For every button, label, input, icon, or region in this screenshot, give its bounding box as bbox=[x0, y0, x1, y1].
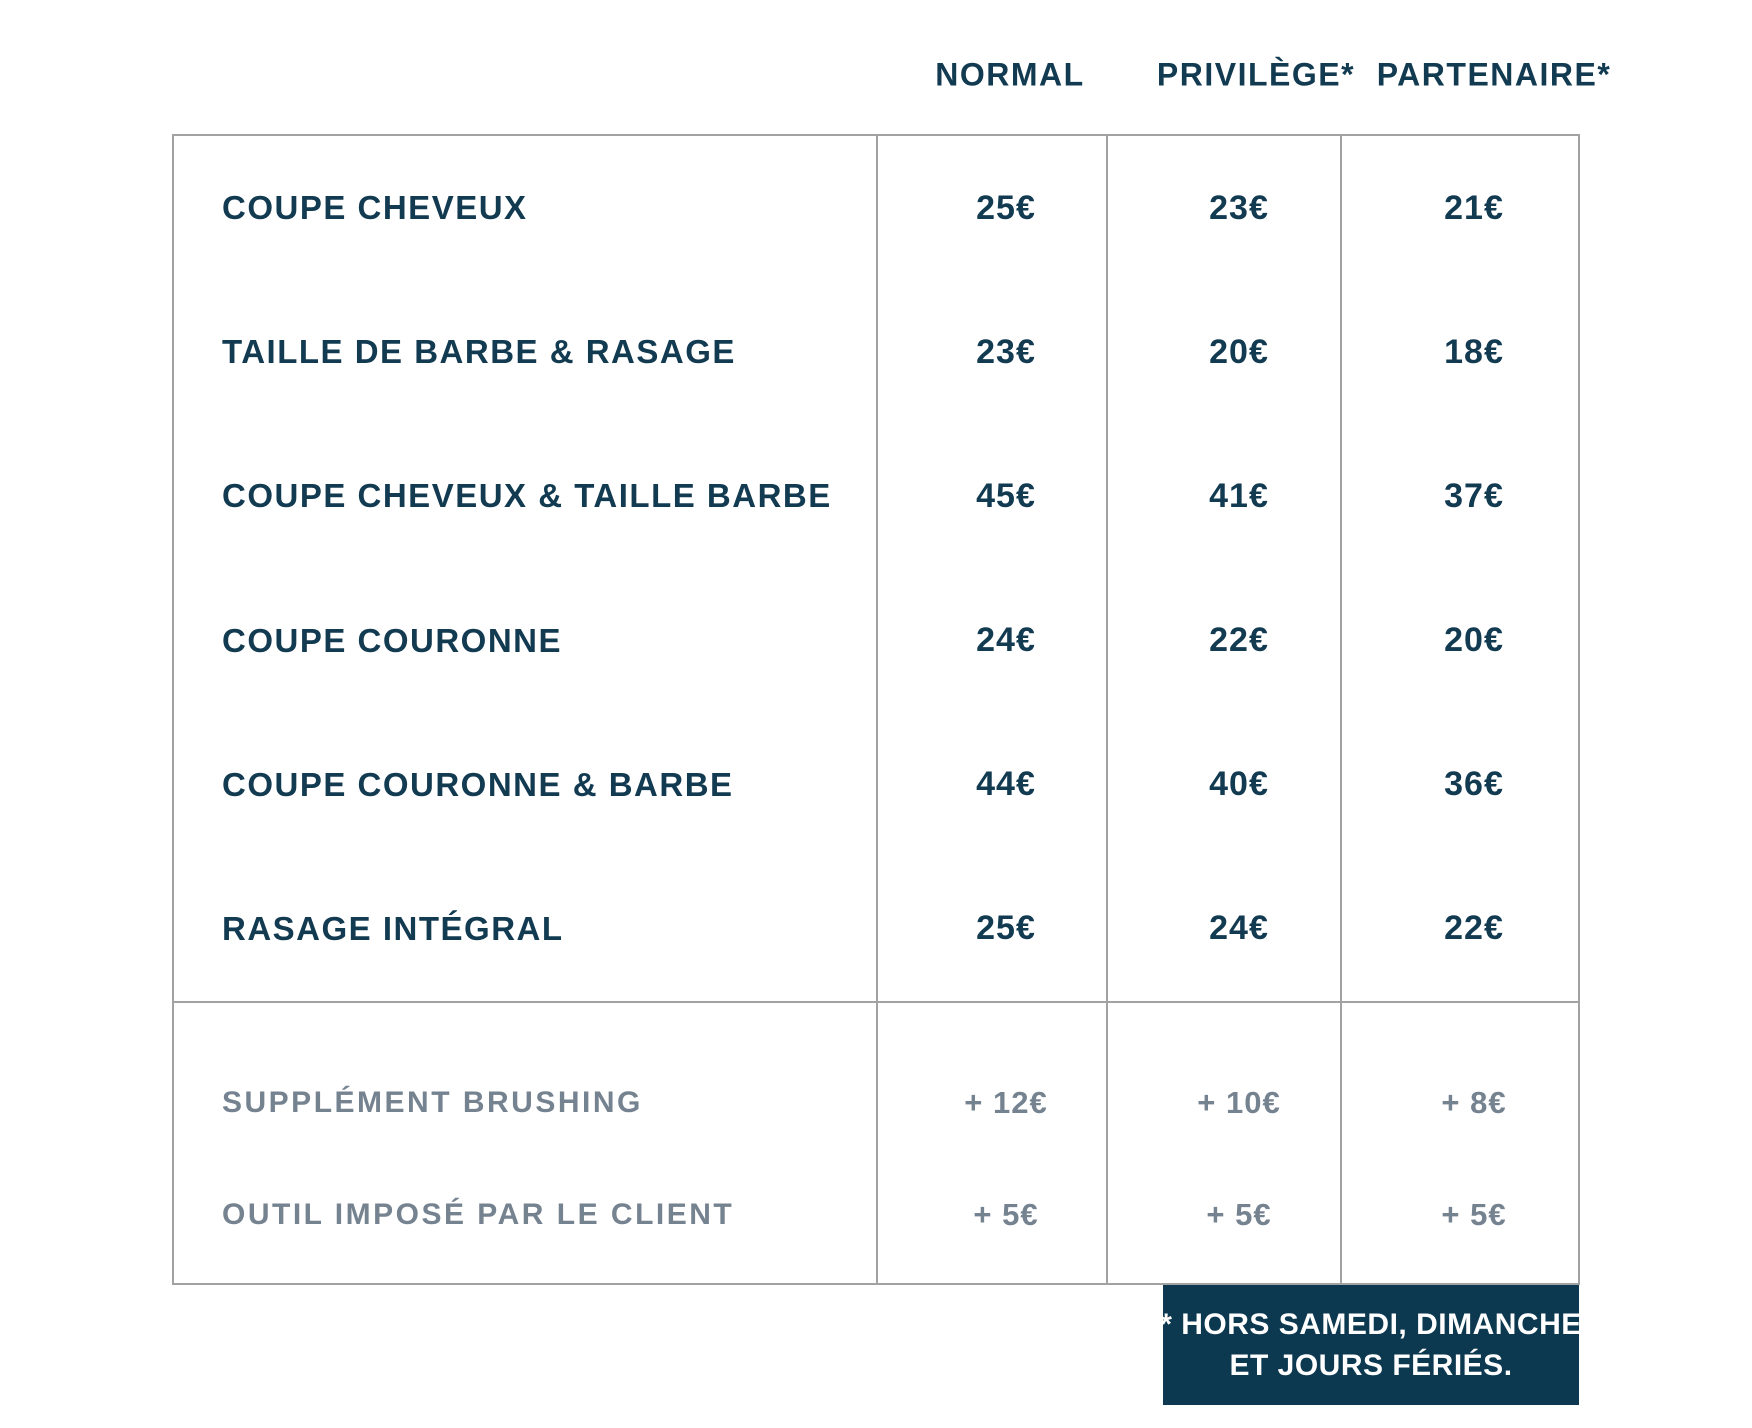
table-row: SUPPLÉMENT BRUSHING + 12€ + 10€ + 8€ bbox=[174, 1047, 1578, 1159]
service-label: COUPE COURONNE bbox=[222, 621, 563, 659]
footnote-box: * HORS SAMEDI, DIMANCHE ET JOURS FÉRIÉS. bbox=[1160, 1285, 1582, 1405]
supplement-label: OUTIL IMPOSÉ PAR LE CLIENT bbox=[222, 1198, 735, 1231]
price-partenaire: + 5€ bbox=[1441, 1197, 1507, 1232]
price-normal: + 5€ bbox=[973, 1197, 1039, 1232]
price-normal: + 12€ bbox=[964, 1085, 1048, 1120]
price-privilege: 22€ bbox=[1209, 621, 1269, 660]
price-normal: 45€ bbox=[976, 476, 1036, 515]
supplement-label: SUPPLÉMENT BRUSHING bbox=[222, 1086, 643, 1119]
column-header-partenaire: PARTENAIRE* bbox=[1376, 56, 1612, 93]
table-row: TAILLE DE BARBE & RASAGE 23€ 20€ 18€ bbox=[174, 280, 1578, 424]
column-header-normal: NORMAL bbox=[935, 56, 1085, 93]
price-partenaire: 21€ bbox=[1444, 188, 1504, 227]
price-normal: 25€ bbox=[976, 909, 1036, 948]
table-row: OUTIL IMPOSÉ PAR LE CLIENT + 5€ + 5€ + 5… bbox=[174, 1159, 1578, 1271]
table-row: COUPE COURONNE & BARBE 44€ 40€ 36€ bbox=[174, 713, 1578, 857]
column-divider bbox=[1106, 136, 1108, 1283]
service-label: COUPE CHEVEUX bbox=[222, 189, 528, 227]
table-row: RASAGE INTÉGRAL 25€ 24€ 22€ bbox=[174, 857, 1578, 1001]
footnote-line-1: * HORS SAMEDI, DIMANCHE bbox=[1160, 1307, 1582, 1341]
column-divider bbox=[1340, 136, 1342, 1283]
services-section: COUPE CHEVEUX 25€ 23€ 21€ TAILLE DE BARB… bbox=[174, 136, 1578, 1001]
table-row: COUPE COURONNE 24€ 22€ 20€ bbox=[174, 569, 1578, 713]
price-partenaire: 37€ bbox=[1444, 476, 1504, 515]
price-normal: 25€ bbox=[976, 188, 1036, 227]
price-privilege: 20€ bbox=[1209, 332, 1269, 371]
column-divider bbox=[876, 136, 878, 1283]
column-header-privilege: PRIVILÈGE* bbox=[1156, 56, 1356, 93]
table-row: COUPE CHEVEUX 25€ 23€ 21€ bbox=[174, 136, 1578, 280]
service-label: COUPE CHEVEUX & TAILLE BARBE bbox=[222, 477, 832, 515]
price-normal: 44€ bbox=[976, 765, 1036, 804]
price-partenaire: 36€ bbox=[1444, 765, 1504, 804]
price-privilege: + 5€ bbox=[1206, 1197, 1272, 1232]
service-label: TAILLE DE BARBE & RASAGE bbox=[222, 333, 736, 371]
price-partenaire: 18€ bbox=[1444, 332, 1504, 371]
price-partenaire: 20€ bbox=[1444, 621, 1504, 660]
price-privilege: 24€ bbox=[1209, 909, 1269, 948]
service-label: COUPE COURONNE & BARBE bbox=[222, 765, 734, 803]
service-label: RASAGE INTÉGRAL bbox=[222, 909, 564, 947]
footnote-line-2: ET JOURS FÉRIÉS. bbox=[1229, 1349, 1513, 1382]
price-privilege: 23€ bbox=[1209, 188, 1269, 227]
price-partenaire: + 8€ bbox=[1441, 1085, 1507, 1120]
supplements-section: SUPPLÉMENT BRUSHING + 12€ + 10€ + 8€ OUT… bbox=[174, 1003, 1578, 1283]
price-privilege: 41€ bbox=[1209, 476, 1269, 515]
table-row: COUPE CHEVEUX & TAILLE BARBE 45€ 41€ 37€ bbox=[174, 424, 1578, 568]
price-privilege: 40€ bbox=[1209, 765, 1269, 804]
price-privilege: + 10€ bbox=[1197, 1085, 1281, 1120]
price-normal: 24€ bbox=[976, 621, 1036, 660]
price-table: COUPE CHEVEUX 25€ 23€ 21€ TAILLE DE BARB… bbox=[172, 134, 1580, 1285]
price-partenaire: 22€ bbox=[1444, 909, 1504, 948]
price-normal: 23€ bbox=[976, 332, 1036, 371]
